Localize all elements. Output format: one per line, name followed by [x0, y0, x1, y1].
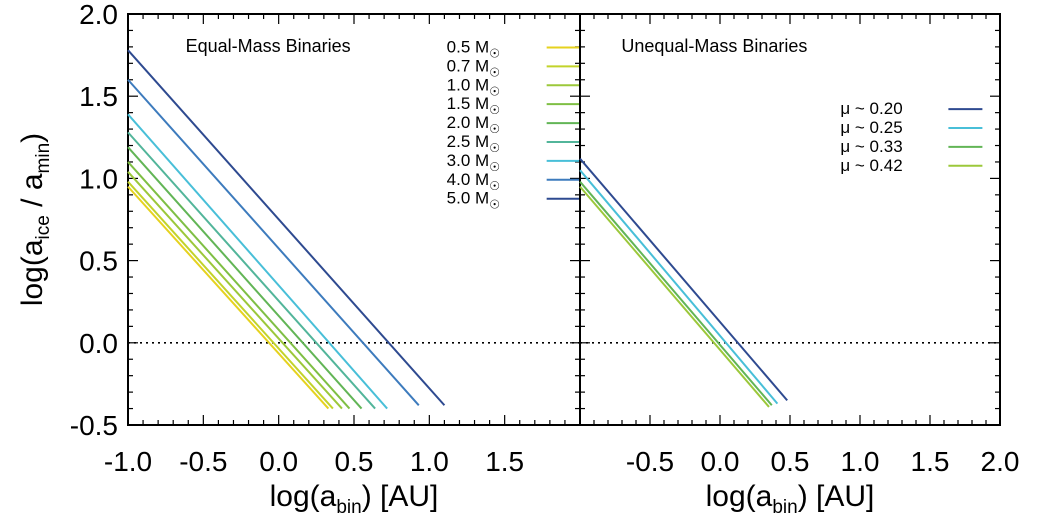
y-tick-label: -0.5 — [70, 410, 118, 441]
series-line — [127, 131, 376, 410]
series-line — [579, 181, 773, 406]
series-line — [127, 171, 343, 410]
legend-label: μ ~ 0.42 — [840, 156, 902, 175]
x-tick-label: 0.0 — [701, 446, 740, 477]
series-line — [127, 181, 334, 410]
legend-label: μ ~ 0.20 — [840, 99, 902, 118]
legend-label: 1.5 M☉ — [447, 94, 500, 117]
x-tick-label: -1.0 — [104, 446, 152, 477]
x-tick-label: 0.0 — [259, 446, 298, 477]
panel-1: -1.0 -0.5 0.0 0.5 1.0 1.5 -0.5 0.0 0.5 1.0 1.5 2.0 E… — [16, 0, 581, 515]
y-tick-label: 0.0 — [79, 328, 118, 359]
plot-frame — [127, 13, 581, 426]
x-axis-label: log(abin​) [AU] — [270, 480, 439, 515]
series-line — [579, 158, 788, 401]
x-tick-label: -0.5 — [179, 446, 227, 477]
legend-label: 2.0 M☉ — [447, 113, 500, 136]
y-axis-label: log(aice​ / amin​) — [16, 133, 54, 306]
series-line — [127, 79, 420, 406]
x-tick-label: 1.0 — [410, 446, 449, 477]
x-tick-label: 1.5 — [911, 446, 950, 477]
legend-label: 2.5 M☉ — [447, 132, 500, 155]
series-line — [127, 185, 330, 410]
x-tick-label: 0.5 — [771, 446, 810, 477]
series-line — [579, 169, 779, 405]
chart-title: Equal-Mass Binaries — [186, 36, 351, 56]
series-line — [127, 161, 351, 410]
series-line — [127, 146, 363, 410]
legend-label: 0.7 M☉ — [447, 56, 500, 79]
plot-frame — [579, 13, 1001, 426]
legend-label: μ ~ 0.25 — [840, 118, 902, 137]
chart-title: Unequal-Mass Binaries — [621, 36, 807, 56]
legend-label: 1.0 M☉ — [447, 75, 500, 98]
y-tick-label: 1.5 — [79, 81, 118, 112]
x-axis-label: log(abin​) [AU] — [706, 480, 875, 515]
series-line — [127, 113, 388, 410]
legend-label: 5.0 M☉ — [447, 189, 500, 212]
y-tick-label: 1.0 — [79, 163, 118, 194]
series-line — [127, 49, 446, 406]
x-tick-label: 2.0 — [981, 446, 1020, 477]
x-tick-label: 0.5 — [335, 446, 374, 477]
x-tick-label: 1.5 — [485, 446, 524, 477]
legend-label: 0.5 M☉ — [447, 37, 500, 60]
legend-label: μ ~ 0.33 — [840, 137, 902, 156]
y-tick-label: 2.0 — [79, 0, 118, 30]
series-line — [579, 185, 770, 408]
legend-label: 3.0 M☉ — [447, 151, 500, 174]
y-tick-label: 0.5 — [79, 246, 118, 277]
x-tick-label: 1.0 — [841, 446, 880, 477]
panel-2: -0.5 0.0 0.5 1.0 1.5 2.0 Unequal-Mass Binaries… — [579, 13, 1020, 515]
legend-label: 4.0 M☉ — [447, 170, 500, 193]
x-tick-label: -0.5 — [626, 446, 674, 477]
